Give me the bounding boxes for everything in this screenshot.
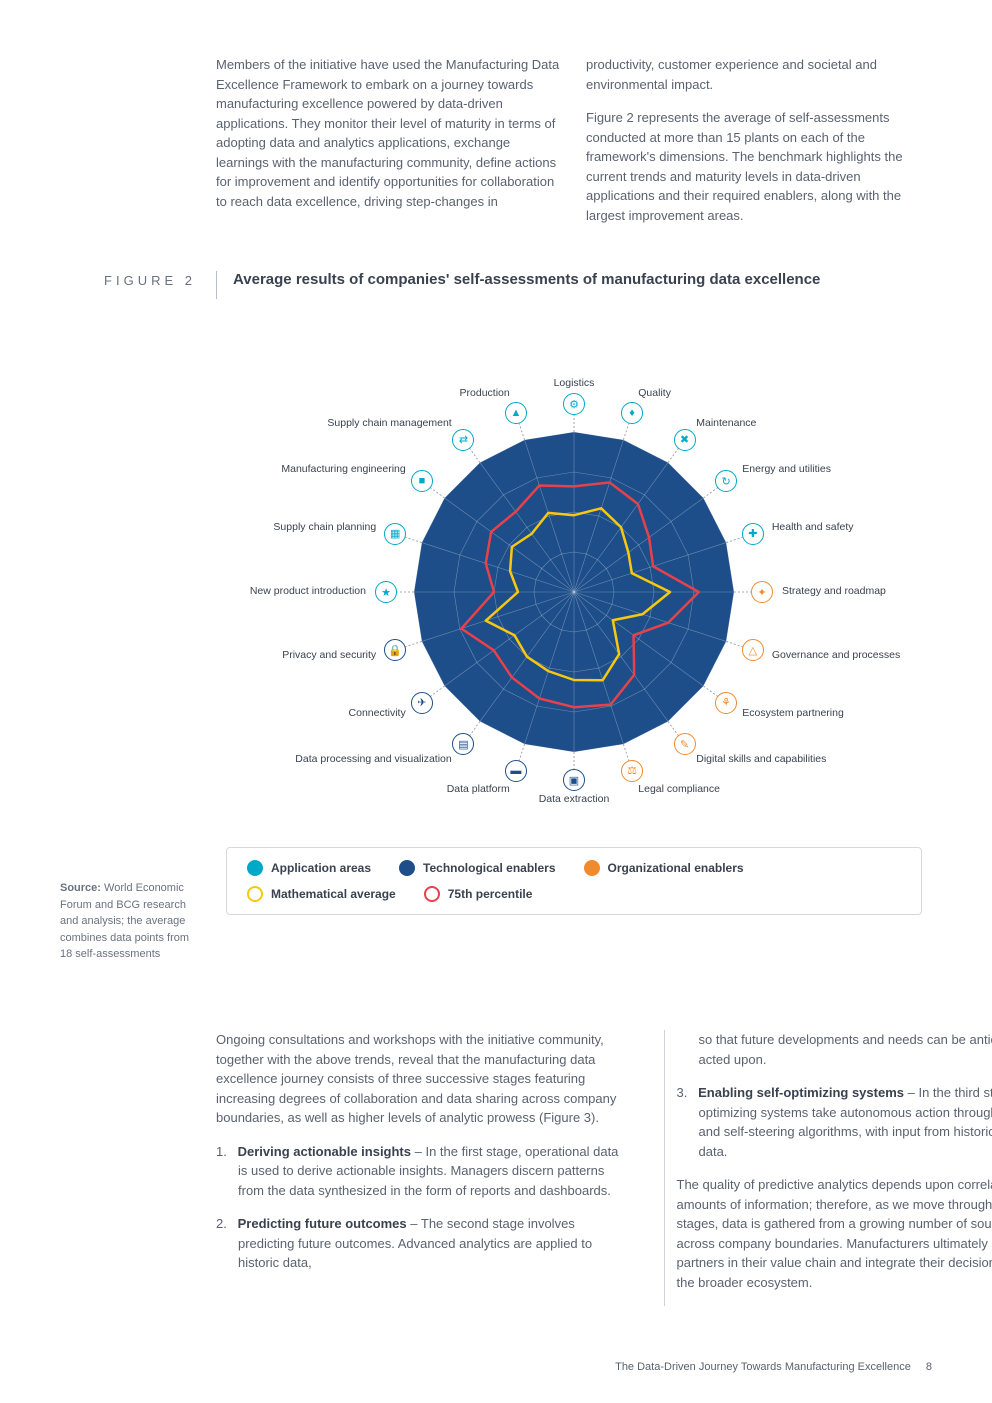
figure-header: FIGURE 2 Average results of companies' s…	[60, 271, 932, 299]
stage-2-title: Predicting future outcomes	[238, 1216, 407, 1231]
intro-col-left: Members of the initiative have used the …	[216, 55, 562, 239]
axis-icon: ▣	[563, 769, 585, 791]
lower-col-left: Ongoing consultations and workshops with…	[216, 1030, 640, 1306]
intro-text-columns: Members of the initiative have used the …	[216, 55, 932, 239]
stage-1: 1. Deriving actionable insights – In the…	[216, 1142, 628, 1201]
axis-icon: ✈	[411, 692, 433, 714]
axis-icon: ▬	[505, 760, 527, 782]
legend-label: Mathematical average	[271, 887, 396, 901]
axis-icon: ✎	[674, 733, 696, 755]
legend-swatch	[584, 860, 600, 876]
axis-label: Energy and utilities	[742, 463, 831, 475]
intro-col-right: productivity, customer experience and so…	[586, 55, 932, 239]
axis-icon: ⚘	[715, 692, 737, 714]
axis-label: Supply chain management	[327, 417, 451, 429]
figure-title: Average results of companies' self-asses…	[233, 271, 932, 288]
footer-page-number: 8	[926, 1361, 932, 1373]
stage-1-title: Deriving actionable insights	[238, 1144, 411, 1159]
lower-col-right: so that future developments and needs ca…	[664, 1030, 992, 1306]
lower-right-para-2: The quality of predictive analytics depe…	[677, 1175, 992, 1292]
legend-item: Mathematical average	[247, 886, 396, 902]
axis-icon: ✦	[751, 581, 773, 603]
page-footer: The Data-Driven Journey Towards Manufact…	[615, 1361, 932, 1373]
legend-label: Technological enablers	[423, 861, 555, 875]
axis-label: Legal compliance	[638, 783, 720, 795]
axis-icon: △	[742, 639, 764, 661]
axis-icon: ▦	[384, 523, 406, 545]
axis-icon: ⚙	[563, 393, 585, 415]
axis-label: New product introduction	[250, 585, 366, 597]
axis-label: Governance and processes	[772, 649, 900, 661]
figure-divider	[216, 271, 217, 299]
axis-label: Supply chain planning	[273, 521, 376, 533]
axis-label: Production	[460, 387, 510, 399]
legend-item: Technological enablers	[399, 860, 555, 876]
legend-label: Application areas	[271, 861, 371, 875]
radar-chart-wrap: ⚙Logistics♦Quality✖Maintenance↻Energy an…	[216, 327, 932, 827]
axis-label: Connectivity	[349, 707, 406, 719]
axis-label: Strategy and roadmap	[782, 585, 886, 597]
legend-label: Organizational enablers	[608, 861, 744, 875]
axis-icon: ✖	[674, 429, 696, 451]
lower-left-para-1: Ongoing consultations and workshops with…	[216, 1030, 628, 1128]
figure-container: ⚙Logistics♦Quality✖Maintenance↻Energy an…	[216, 327, 932, 927]
footer-title: The Data-Driven Journey Towards Manufact…	[615, 1361, 911, 1373]
legend-item: 75th percentile	[424, 886, 533, 902]
axis-icon: ★	[375, 581, 397, 603]
stage-3-title: Enabling self-optimizing systems	[698, 1085, 904, 1100]
axis-label: Maintenance	[696, 417, 756, 429]
intro-right-para-1: productivity, customer experience and so…	[586, 55, 932, 94]
legend-swatch	[424, 886, 440, 902]
intro-right-para-2: Figure 2 represents the average of self-…	[586, 108, 932, 225]
legend-swatch	[247, 886, 263, 902]
source-label: Source:	[60, 882, 101, 894]
legend-swatch	[399, 860, 415, 876]
lower-text-columns: Ongoing consultations and workshops with…	[216, 1030, 992, 1306]
legend-box: Application areas Technological enablers O…	[226, 847, 922, 915]
axis-label: Digital skills and capabilities	[696, 753, 826, 765]
axis-icon: ⚖	[621, 760, 643, 782]
stage-3: 3. Enabling self-optimizing systems – In…	[677, 1083, 992, 1161]
axis-label: Data processing and visualization	[295, 753, 451, 765]
axis-label: Ecosystem partnering	[742, 707, 844, 719]
intro-left-para: Members of the initiative have used the …	[216, 55, 562, 211]
axis-label: Manufacturing engineering	[281, 463, 405, 475]
legend-swatch	[247, 860, 263, 876]
source-note: Source: World Economic Forum and BCG res…	[60, 880, 200, 963]
axis-icon: ▲	[505, 402, 527, 424]
axis-icon: ✚	[742, 523, 764, 545]
legend-item: Organizational enablers	[584, 860, 744, 876]
axis-label: Data extraction	[539, 793, 610, 805]
axis-label: Logistics	[554, 377, 595, 389]
lower-right-para-1: so that future developments and needs ca…	[677, 1030, 992, 1069]
legend-label: 75th percentile	[448, 887, 533, 901]
axis-label: Quality	[638, 387, 671, 399]
axis-label: Health and safety	[772, 521, 854, 533]
stage-2: 2. Predicting future outcomes – The seco…	[216, 1214, 628, 1273]
figure-label: FIGURE 2	[60, 271, 200, 288]
legend-item: Application areas	[247, 860, 371, 876]
axis-label: Data platform	[447, 783, 510, 795]
axis-label: Privacy and security	[282, 649, 376, 661]
